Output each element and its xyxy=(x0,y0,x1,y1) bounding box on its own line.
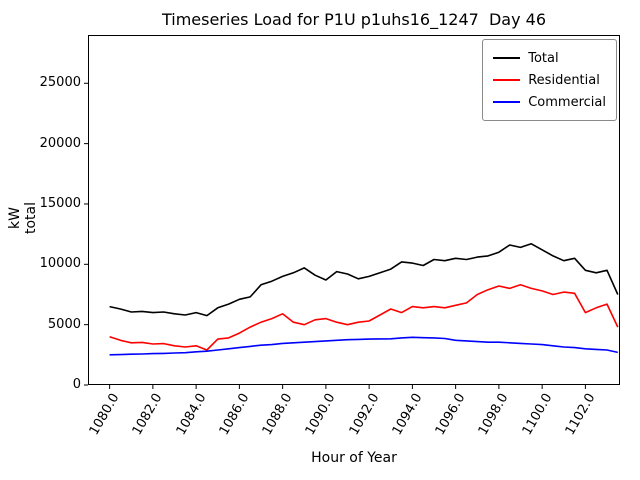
x-tick-label: 1092.0 xyxy=(346,391,383,438)
y-axis-label: kW total xyxy=(7,202,39,235)
chart-title: Timeseries Load for P1U p1uhs16_1247 Day… xyxy=(161,10,547,29)
x-tick-label: 1088.0 xyxy=(259,391,296,438)
x-tick-label: 1084.0 xyxy=(173,391,210,438)
x-tick-label: 1094.0 xyxy=(389,391,426,438)
x-tick-label: 1098.0 xyxy=(476,391,512,438)
legend-label-commercial: Commercial xyxy=(528,94,606,110)
y-tick-label: 15000 xyxy=(39,195,81,211)
legend-label-residential: Residential xyxy=(528,72,600,88)
legend-line-total xyxy=(493,57,521,59)
legend-entry-total: Total xyxy=(493,47,606,69)
y-tick-label: 5000 xyxy=(47,316,81,332)
legend: Total Residential Commercial xyxy=(482,39,617,121)
x-tick-label: 1102.0 xyxy=(562,391,599,438)
y-tick-label: 25000 xyxy=(39,75,81,91)
legend-line-commercial xyxy=(493,101,521,103)
x-tick-label: 1086.0 xyxy=(216,391,253,438)
x-tick-label: 1100.0 xyxy=(519,391,556,438)
legend-label-total: Total xyxy=(528,50,559,66)
x-tick-label: 1082.0 xyxy=(130,391,166,438)
legend-line-residential xyxy=(493,79,521,81)
y-tick-label: 0 xyxy=(72,377,81,392)
x-axis-label: Hour of Year xyxy=(311,450,397,466)
x-tick-label: 1090.0 xyxy=(303,391,339,438)
y-tick-label: 20000 xyxy=(39,135,81,151)
y-tick-label: 10000 xyxy=(39,256,81,272)
series-line-total xyxy=(109,243,619,317)
series-line-residential xyxy=(109,284,619,351)
x-tick-label: 1096.0 xyxy=(432,391,469,438)
legend-entry-commercial: Commercial xyxy=(493,91,606,113)
axes-frame xyxy=(88,35,620,385)
series-line-commercial xyxy=(109,336,618,356)
plot-area xyxy=(84,35,620,389)
x-tick-label: 1080.0 xyxy=(86,391,123,438)
legend-entry-residential: Residential xyxy=(493,69,606,91)
